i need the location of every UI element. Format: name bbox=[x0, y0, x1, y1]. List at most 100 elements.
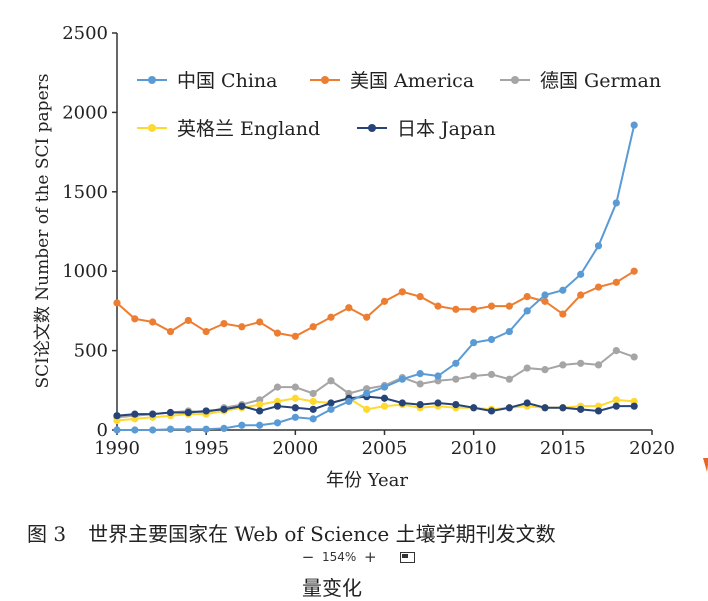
data-point bbox=[577, 270, 585, 278]
data-point bbox=[470, 305, 478, 313]
data-point bbox=[452, 375, 460, 383]
zoom-in-button[interactable]: + bbox=[364, 548, 377, 566]
data-point bbox=[363, 389, 371, 398]
data-point bbox=[398, 399, 406, 407]
axes: 0 500 1000 1500 2000 2500 1990 1995 2000 2005 2010… bbox=[62, 23, 675, 459]
data-point bbox=[327, 405, 335, 413]
data-point bbox=[363, 313, 371, 321]
data-point bbox=[523, 307, 531, 315]
y-tick-label: 500 bbox=[74, 341, 108, 362]
legend-marker bbox=[148, 124, 156, 132]
data-point bbox=[452, 305, 460, 313]
data-point bbox=[577, 359, 585, 367]
legend: 中国 China 美国 America 德国 German 英格兰 England 日本… bbox=[137, 70, 661, 140]
legend-label: 美国 America bbox=[350, 70, 474, 92]
data-point bbox=[470, 339, 478, 347]
data-point bbox=[131, 315, 139, 323]
data-point bbox=[630, 402, 638, 410]
y-tick-label: 0 bbox=[97, 420, 108, 441]
legend-label: 德国 German bbox=[540, 70, 661, 92]
data-point bbox=[113, 426, 121, 434]
data-point bbox=[612, 278, 620, 286]
data-point bbox=[220, 320, 228, 328]
figure-label: 图 3 bbox=[27, 522, 67, 546]
data-point bbox=[363, 405, 371, 413]
x-tick-label: 2000 bbox=[272, 438, 318, 459]
data-point bbox=[166, 425, 175, 433]
y-tick-label: 2000 bbox=[62, 102, 108, 123]
data-point bbox=[559, 404, 567, 412]
x-tick-label: 1990 bbox=[94, 438, 140, 459]
data-point bbox=[238, 323, 246, 331]
line-chart: 0 500 1000 1500 2000 2500 1990 1995 2000 2005 2010… bbox=[33, 23, 675, 491]
data-point bbox=[523, 399, 531, 407]
data-point bbox=[523, 293, 531, 301]
data-point bbox=[256, 400, 264, 409]
series-2 bbox=[113, 347, 638, 421]
data-point bbox=[149, 410, 157, 418]
data-point bbox=[113, 412, 121, 420]
data-point bbox=[131, 426, 139, 434]
data-point bbox=[309, 389, 317, 398]
data-point bbox=[594, 407, 603, 415]
legend-item: 德国 German bbox=[500, 70, 661, 92]
legend-label: 英格兰 England bbox=[177, 118, 320, 140]
series-3 bbox=[113, 394, 638, 425]
legend-marker bbox=[321, 76, 329, 84]
data-point bbox=[505, 327, 513, 336]
data-point bbox=[398, 288, 406, 296]
zoom-level: 154% bbox=[322, 550, 357, 564]
data-point bbox=[630, 267, 638, 275]
data-point bbox=[416, 370, 424, 378]
zoom-toolbar: − 154% + bbox=[300, 546, 416, 568]
data-point bbox=[345, 304, 353, 312]
data-point bbox=[452, 359, 460, 367]
data-point bbox=[434, 302, 442, 310]
data-point bbox=[327, 399, 335, 407]
data-point bbox=[594, 361, 603, 369]
data-point bbox=[630, 121, 638, 129]
edge-marker-icon bbox=[703, 458, 708, 472]
x-tick-label: 2015 bbox=[540, 438, 586, 459]
data-point bbox=[273, 402, 282, 410]
data-point bbox=[380, 383, 389, 391]
x-tick-label: 2005 bbox=[362, 438, 408, 459]
data-point bbox=[434, 372, 442, 380]
data-point bbox=[149, 318, 157, 326]
data-point bbox=[541, 366, 549, 374]
data-point bbox=[612, 347, 620, 355]
data-point bbox=[238, 402, 246, 410]
data-point bbox=[416, 293, 424, 301]
data-point bbox=[559, 310, 567, 318]
data-point bbox=[166, 327, 175, 336]
y-tick-label: 2500 bbox=[62, 23, 108, 44]
data-point bbox=[273, 329, 282, 337]
x-axis-label: 年份 Year bbox=[326, 470, 408, 491]
fit-page-icon[interactable] bbox=[400, 551, 416, 563]
data-point bbox=[256, 318, 264, 326]
data-point bbox=[541, 291, 549, 299]
x-tick-label: 1995 bbox=[183, 438, 229, 459]
series-line bbox=[117, 124, 636, 431]
data-point bbox=[559, 286, 567, 294]
data-point bbox=[291, 404, 299, 412]
data-point bbox=[612, 396, 620, 404]
data-point bbox=[166, 408, 175, 417]
series-line bbox=[116, 397, 635, 422]
data-point bbox=[256, 407, 264, 415]
legend-marker bbox=[511, 76, 519, 84]
data-point bbox=[630, 353, 638, 361]
data-point bbox=[309, 415, 317, 423]
data-point bbox=[505, 375, 513, 383]
data-point bbox=[541, 297, 549, 305]
data-point bbox=[380, 394, 389, 402]
data-point bbox=[398, 375, 406, 383]
legend-item: 日本 Japan bbox=[357, 118, 496, 140]
data-point bbox=[470, 372, 478, 380]
data-point bbox=[184, 316, 192, 325]
data-point bbox=[434, 399, 442, 407]
legend-label: 日本 Japan bbox=[397, 118, 496, 140]
data-point bbox=[220, 405, 228, 413]
zoom-out-button[interactable]: − bbox=[301, 548, 315, 566]
data-point bbox=[541, 404, 549, 412]
